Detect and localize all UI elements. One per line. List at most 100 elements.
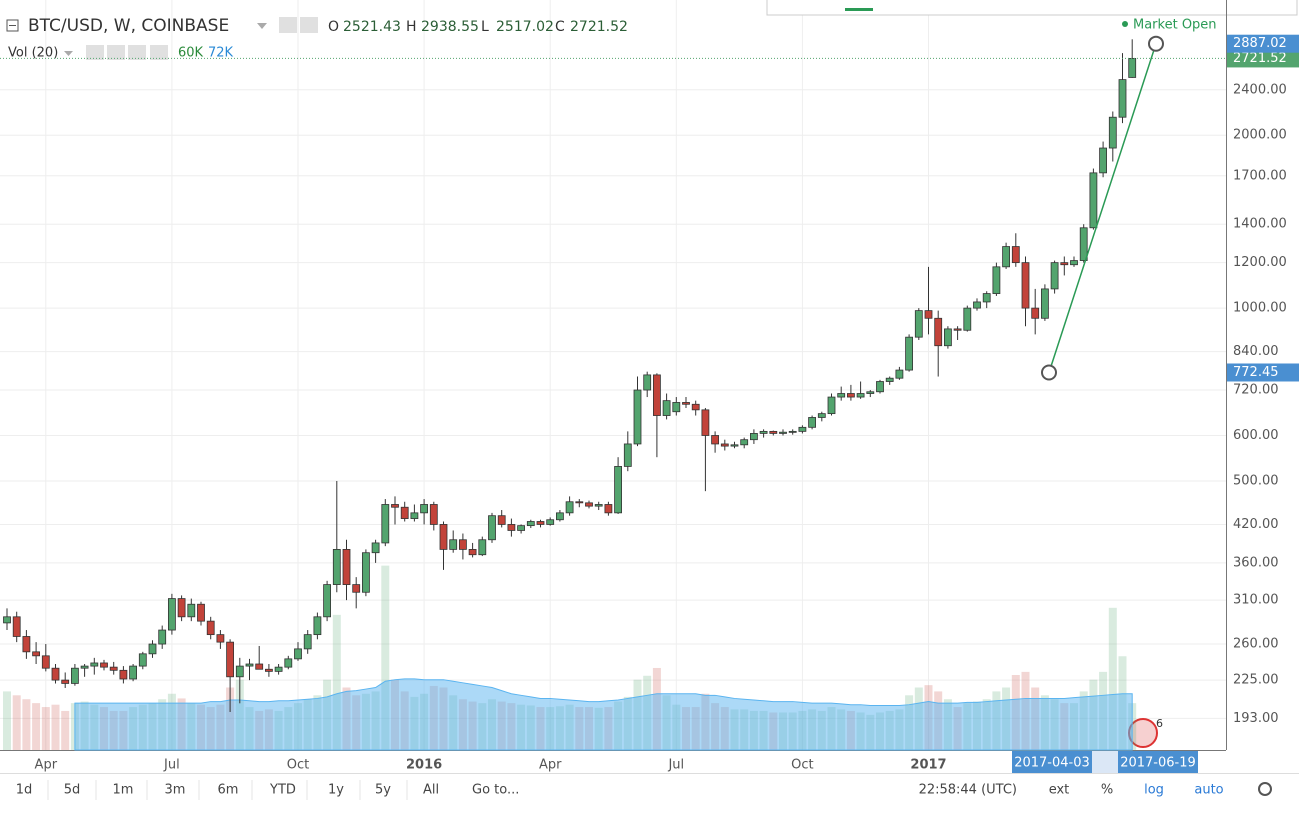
x-tick-label: Oct (287, 758, 309, 773)
range-button[interactable]: 6m (218, 783, 239, 798)
scale-option[interactable]: % (1101, 783, 1113, 798)
candle-body (226, 641, 235, 678)
candle-body (458, 539, 467, 550)
active-tab (845, 8, 873, 11)
candle-body (187, 603, 196, 618)
candle-body (119, 669, 128, 680)
volume-bar (61, 710, 70, 750)
range-button[interactable]: YTD (269, 783, 296, 798)
collapse-icon[interactable] (6, 19, 19, 32)
y-tick-label: 2000.00 (1233, 128, 1287, 143)
candle-body (323, 584, 332, 618)
remove-icon[interactable] (150, 45, 168, 60)
add-icon[interactable] (128, 45, 146, 60)
candle-body (779, 431, 787, 434)
y-tick-label: 500.00 (1233, 473, 1279, 488)
candle-body (449, 539, 458, 550)
candle-body (973, 301, 981, 309)
x-tick-label: Jul (667, 758, 684, 773)
candle-body (740, 439, 749, 446)
event-count: 6 (1156, 717, 1163, 730)
candle-body (507, 524, 516, 531)
candle-body (71, 667, 79, 684)
candle-body (255, 663, 264, 670)
volume-ma-area (74, 678, 1133, 751)
settings-icon[interactable] (300, 17, 318, 33)
trend-price-label: 772.45 (1233, 365, 1279, 380)
candle-body (313, 616, 322, 636)
scale-option[interactable]: auto (1194, 783, 1223, 798)
trend-handle[interactable] (1148, 35, 1164, 52)
candle-body (817, 413, 826, 418)
trend-price-tag (1227, 34, 1299, 53)
caret[interactable] (257, 23, 267, 29)
y-tick-label: 193.00 (1233, 711, 1279, 726)
x-tick-label: 2016 (406, 758, 442, 773)
candle-body (1079, 227, 1088, 261)
volume-bar (1108, 607, 1117, 750)
ohlc-key: H (406, 19, 417, 35)
range-button[interactable]: All (423, 783, 439, 798)
y-tick-label: 600.00 (1233, 428, 1279, 443)
candle-body (944, 328, 952, 347)
candle-body (808, 417, 816, 428)
range-button[interactable]: 1y (328, 783, 344, 798)
candle-body (138, 653, 147, 667)
candle-body (1021, 262, 1030, 309)
eye-icon[interactable] (279, 17, 297, 33)
candle-body (1011, 246, 1020, 264)
range-button[interactable]: 1m (113, 783, 134, 798)
candle-body (517, 525, 525, 531)
top-panel (766, 0, 1298, 16)
settings-gear[interactable] (1258, 782, 1272, 796)
candle-body (420, 504, 429, 514)
caret[interactable] (64, 51, 73, 56)
ohlc-value: 2517.02 (496, 19, 554, 35)
volume-bar (381, 565, 390, 750)
volume-bar (32, 703, 41, 750)
candle-body (585, 502, 593, 507)
y-tick-label: 310.00 (1233, 593, 1279, 608)
candle-body (604, 504, 613, 514)
candle-body (827, 396, 836, 415)
candle-body (953, 328, 962, 331)
ohlc-value: 2721.52 (570, 19, 628, 35)
candle-body (216, 634, 225, 643)
y-tick-label: 2400.00 (1233, 82, 1287, 97)
candle-body (109, 666, 118, 671)
range-button[interactable]: 5y (375, 783, 391, 798)
candle-body (1002, 246, 1010, 268)
candle-body (80, 665, 89, 669)
goto-button[interactable]: Go to... (472, 783, 519, 798)
candle-body (429, 504, 438, 525)
trend-handle[interactable] (1041, 364, 1057, 381)
range-button[interactable]: 1d (16, 783, 33, 798)
candle-body (3, 616, 11, 624)
settings-icon[interactable] (107, 45, 125, 60)
eye-icon[interactable] (86, 45, 104, 60)
last-price-label: 2721.52 (1233, 51, 1287, 66)
candle-body (352, 584, 361, 593)
candle-body (177, 598, 186, 618)
candle-body (750, 433, 758, 441)
candle-body (526, 521, 535, 527)
candle-body (614, 466, 622, 514)
candle-body (1070, 260, 1078, 266)
scale-option[interactable]: log (1144, 783, 1164, 798)
scale-option[interactable]: ext (1049, 783, 1070, 798)
y-tick-label: 420.00 (1233, 517, 1279, 532)
candle-body (876, 381, 884, 393)
candle-body (575, 501, 584, 504)
range-button[interactable]: 3m (165, 783, 186, 798)
candle-body (1089, 172, 1098, 229)
y-tick-label: 260.00 (1233, 637, 1279, 652)
candle-body (556, 512, 564, 521)
y-tick-label: 840.00 (1233, 344, 1279, 359)
range-button[interactable]: 5d (64, 783, 81, 798)
ohlc-key: C (555, 19, 565, 35)
trend-price-tag (1227, 363, 1299, 382)
candle-body (1050, 262, 1059, 290)
candle-body (245, 663, 254, 667)
volume-bar (22, 699, 31, 750)
status-dot (1122, 21, 1128, 27)
